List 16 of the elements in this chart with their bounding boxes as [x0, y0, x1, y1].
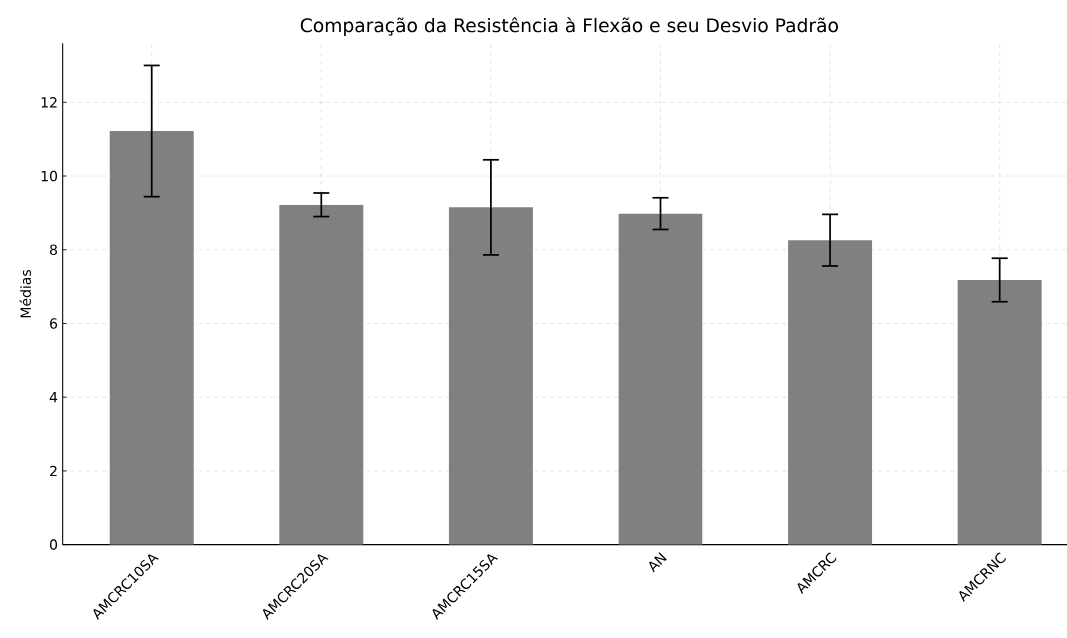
y-tick-label: 10 [41, 170, 58, 182]
x-tick-label: AN [649, 552, 667, 573]
y-tick-label: 2 [50, 465, 57, 477]
y-tick-label: 6 [50, 318, 58, 329]
y-tick-label: 12 [41, 97, 57, 108]
y-axis-title: Médias [19, 270, 31, 318]
y-tick-label: 0 [49, 539, 58, 550]
bar [618, 213, 703, 545]
bar [788, 240, 873, 545]
bar [109, 131, 194, 545]
y-tick-label: 4 [49, 392, 58, 403]
y-tick-label: 8 [50, 244, 57, 256]
bar [957, 279, 1042, 545]
bar [279, 204, 364, 545]
bar [448, 207, 533, 545]
chart-title: Comparação da Resistência à Flexão e seu Desvio Padrão [300, 17, 838, 36]
